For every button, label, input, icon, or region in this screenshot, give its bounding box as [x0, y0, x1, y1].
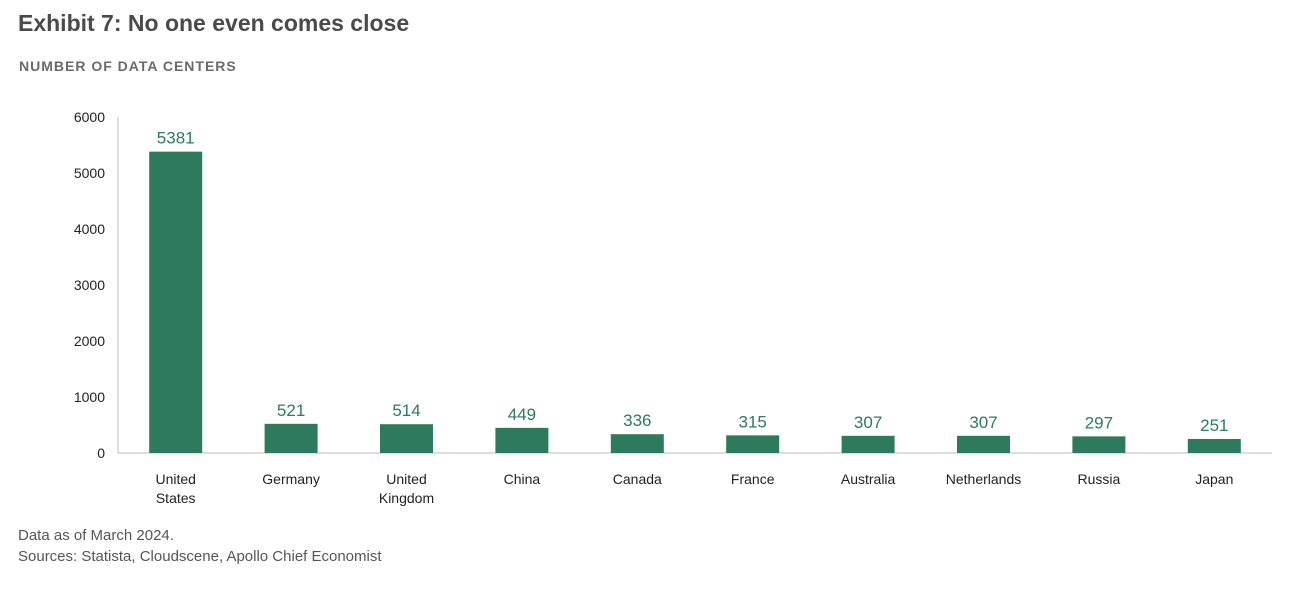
data-label: 315 — [739, 412, 767, 431]
bar — [1187, 438, 1241, 453]
data-label: 307 — [969, 413, 997, 432]
y-tick-label: 2000 — [74, 333, 105, 349]
data-label: 521 — [277, 401, 305, 420]
bar — [264, 423, 318, 453]
chart-subtitle: NUMBER OF DATA CENTERS — [19, 58, 237, 74]
data-label: 307 — [854, 413, 882, 432]
x-tick-label: United States — [155, 471, 195, 506]
x-tick-label: Australia — [841, 471, 896, 487]
data-label: 251 — [1200, 416, 1228, 435]
y-tick-label: 6000 — [74, 109, 105, 125]
data-date-note: Data as of March 2024. — [18, 527, 174, 544]
y-tick-label: 0 — [97, 445, 105, 461]
bar — [726, 435, 780, 453]
y-tick-label: 5000 — [74, 165, 105, 181]
data-label: 297 — [1085, 413, 1113, 432]
x-tick-label: China — [504, 471, 541, 487]
bar — [380, 424, 433, 453]
data-label: 449 — [508, 405, 536, 424]
x-tick-label: United Kingdom — [379, 471, 434, 506]
y-tick-label: 3000 — [74, 277, 105, 293]
bar — [149, 151, 203, 453]
x-tick-label: Russia — [1078, 471, 1121, 487]
data-label: 5381 — [157, 129, 195, 148]
data-label: 514 — [392, 401, 420, 420]
bar — [495, 427, 549, 453]
bar — [841, 435, 895, 453]
y-tick-label: 1000 — [74, 389, 105, 405]
x-tick-label: France — [731, 471, 775, 487]
x-tick-label: Canada — [613, 471, 662, 487]
chart-title: Exhibit 7: No one even comes close — [18, 10, 410, 36]
data-label: 336 — [623, 411, 651, 430]
y-tick-label: 4000 — [74, 221, 105, 237]
bar — [957, 435, 1010, 453]
x-tick-label: Japan — [1195, 471, 1233, 487]
sources-note: Sources: Statista, Cloudscene, Apollo Ch… — [18, 548, 382, 565]
x-tick-label: Germany — [262, 471, 320, 487]
x-tick-label: Netherlands — [946, 471, 1022, 487]
bar — [1072, 436, 1126, 453]
bar — [610, 434, 664, 453]
